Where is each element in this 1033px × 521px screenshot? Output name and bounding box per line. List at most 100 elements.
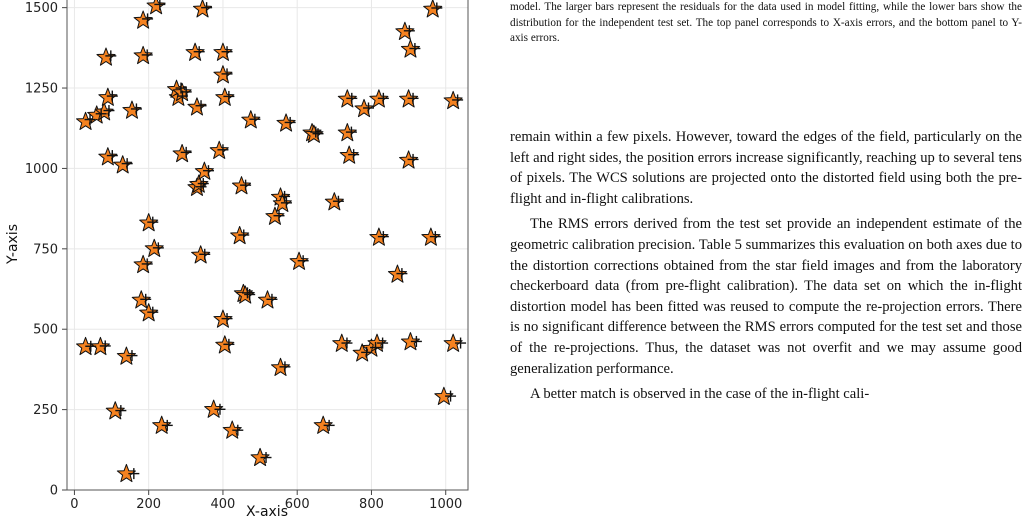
plus-marker: [409, 42, 421, 54]
y-tick-label: 0: [50, 484, 58, 499]
plus-marker: [297, 255, 309, 267]
plus-marker: [128, 468, 140, 480]
plus-marker: [341, 337, 353, 349]
paragraph-3: A better match is observed in the case o…: [530, 386, 870, 403]
paragraph-1: remain within a few pixels. However, tow…: [510, 129, 1022, 207]
plus-marker: [221, 46, 233, 58]
star-marker: [98, 87, 118, 106]
star-marker: [313, 415, 333, 434]
plus-marker: [106, 90, 118, 102]
plus-marker: [99, 340, 111, 352]
plus-marker: [429, 231, 441, 243]
plus-marker: [214, 403, 226, 415]
plus-marker: [223, 90, 235, 102]
plus-marker: [410, 335, 422, 347]
plus-marker: [312, 128, 324, 140]
y-axis-label: Y-axis: [5, 224, 21, 265]
plus-marker: [142, 13, 154, 25]
star-marker: [400, 332, 420, 351]
star-marker: [94, 102, 114, 121]
plus-marker: [377, 92, 389, 104]
plus-marker: [232, 424, 244, 436]
star-marker: [152, 415, 172, 434]
plus-marker: [95, 108, 107, 120]
plus-marker: [106, 150, 118, 162]
plus-marker: [260, 452, 272, 464]
plus-marker: [348, 149, 360, 161]
x-tick-label: 800: [359, 497, 384, 512]
star-marker: [250, 447, 270, 467]
plus-marker: [346, 92, 358, 104]
y-tick-label: 1000: [25, 162, 58, 177]
plus-marker: [141, 49, 153, 61]
x-axis-label: X-axis: [246, 504, 288, 520]
plus-marker: [121, 158, 133, 170]
plus-marker: [199, 248, 211, 260]
plus-marker: [241, 287, 253, 299]
plus-marker: [84, 114, 96, 126]
star-marker: [105, 401, 125, 420]
plus-marker: [193, 46, 205, 58]
plus-marker: [195, 100, 207, 112]
plus-marker: [396, 268, 408, 280]
paragraph-2: The RMS errors derived from the test set…: [510, 216, 1022, 377]
plus-marker: [407, 153, 419, 165]
plus-marker: [103, 105, 115, 117]
plus-marker: [202, 165, 214, 177]
plus-marker: [130, 103, 142, 115]
plus-marker: [345, 126, 357, 138]
plus-marker: [455, 337, 467, 349]
plus-marker: [377, 337, 389, 349]
plus-marker: [141, 258, 153, 270]
plus-marker: [147, 306, 159, 318]
x-tick-label: 0: [70, 497, 78, 512]
plus-marker: [431, 2, 443, 14]
plus-marker: [266, 293, 278, 305]
plus-marker: [445, 390, 457, 402]
plus-marker: [147, 216, 159, 228]
plus-marker: [370, 342, 382, 354]
plus-marker: [152, 242, 164, 254]
plus-marker: [201, 2, 213, 14]
star-marker: [113, 155, 133, 174]
x-tick-label: 200: [136, 497, 161, 512]
plus-marker: [362, 102, 374, 114]
plus-marker: [403, 25, 415, 37]
plus-marker: [180, 146, 192, 158]
star-marker: [96, 47, 116, 66]
plus-marker: [154, 0, 166, 10]
x-tick-label: 400: [211, 497, 236, 512]
body-text: remain within a few pixels. However, tow…: [510, 127, 1022, 405]
y-tick-label: 750: [33, 242, 58, 257]
plus-marker: [161, 419, 173, 431]
plus-marker: [238, 229, 250, 241]
plus-marker: [310, 126, 322, 138]
plus-marker: [180, 86, 192, 98]
star-marker: [98, 147, 118, 166]
plus-marker: [221, 68, 233, 80]
star-marker: [146, 0, 166, 15]
plus-marker: [115, 405, 127, 417]
plus-marker: [273, 210, 285, 222]
plus-marker: [279, 190, 291, 202]
star-marker: [222, 420, 242, 439]
plus-marker: [361, 346, 373, 358]
plus-marker: [377, 231, 389, 243]
plus-marker: [407, 92, 419, 104]
plus-marker: [244, 288, 256, 300]
y-tick-label: 1250: [25, 82, 58, 97]
plot-frame: [66, 0, 469, 491]
x-tick-label: 600: [285, 497, 310, 512]
plus-marker: [140, 293, 152, 305]
scatter-chart: 0 200 400 600 800 10000250500750100012501500 …: [5, 0, 469, 520]
x-tick-label: 1000: [429, 497, 462, 512]
plus-marker: [217, 144, 229, 156]
plus-marker: [240, 179, 252, 191]
plus-marker: [223, 338, 235, 350]
plus-marker: [332, 195, 344, 207]
plus-marker: [284, 116, 296, 128]
plus-marker: [452, 94, 464, 106]
plus-marker: [279, 361, 291, 373]
figure-caption-tail: model. The larger bars represent the res…: [510, 1, 1022, 44]
y-tick-label: 250: [33, 403, 58, 418]
